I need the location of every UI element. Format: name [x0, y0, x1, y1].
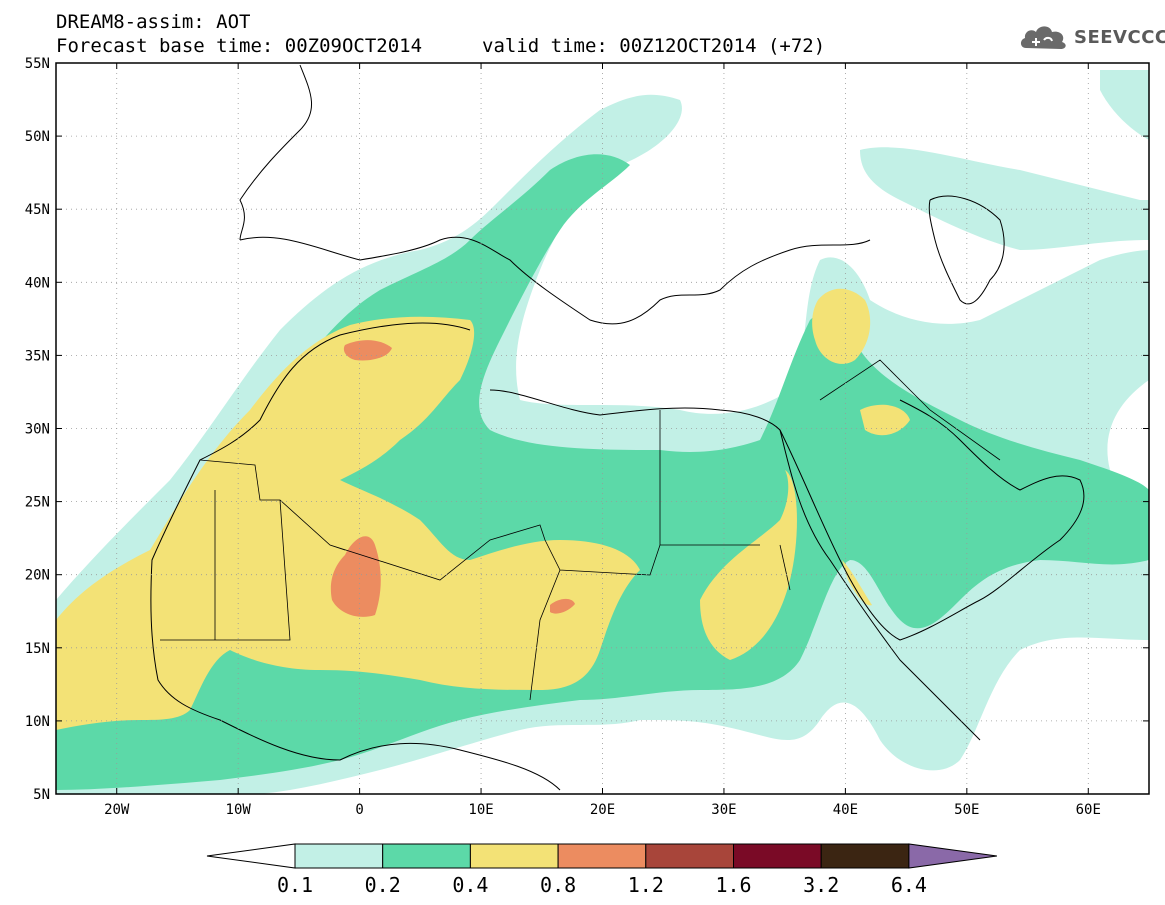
lat-tick-label: 55N — [25, 56, 50, 72]
valid-time: valid time: 00Z12OCT2014 (+72) — [482, 35, 826, 57]
aot-band-0-8-algeria — [343, 340, 392, 361]
lon-tick-label: 20W — [104, 802, 130, 818]
lon-tick-label: 0 — [355, 802, 363, 818]
lon-tick-label: 40E — [833, 802, 858, 818]
aot-band-0-8-chad — [550, 598, 575, 614]
aot-band-0-4-east — [700, 470, 797, 660]
colorbar-over-arrow — [908, 843, 997, 869]
colorbar-segment — [820, 843, 910, 869]
lat-tick-label: 45N — [25, 202, 50, 218]
aot-band-0-4 — [56, 316, 640, 730]
colorbar-labels: 0.1 0.2 0.4 0.8 1.2 1.6 3.2 6.4 — [277, 873, 927, 897]
lon-tick-label: 10W — [226, 802, 252, 818]
lat-tick-label: 15N — [25, 641, 50, 657]
lat-tick-label: 25N — [25, 495, 50, 511]
colorbar-label: 1.6 — [715, 873, 751, 897]
lat-tick-label: 5N — [33, 787, 50, 803]
lon-tick-label: 50E — [954, 802, 979, 818]
arabia-coastline — [779, 399, 1085, 641]
colorbar-segment — [645, 843, 734, 869]
colorbar-segment — [557, 843, 647, 869]
lon-labels: 20W 10W 0 10E 20E 30E 40E 50E 60E — [104, 802, 1101, 818]
colorbar-segment — [294, 843, 384, 869]
lat-tick-label: 40N — [25, 275, 50, 291]
aot-band-0-4-arabia — [860, 404, 910, 436]
logo-text: SEEVCCC — [1074, 26, 1165, 48]
aot-band-0-4-redsea — [842, 560, 872, 606]
colorbar-label: 0.2 — [365, 873, 401, 897]
forecast-base-time: Forecast base time: 00Z09OCT2014 — [56, 35, 423, 57]
lat-tick-label: 10N — [25, 714, 50, 730]
lon-tick-label: 30E — [711, 802, 736, 818]
colorbar-under-arrow — [206, 843, 296, 869]
aot-band-0-4-iraq — [812, 288, 871, 364]
lat-tick-label: 50N — [25, 129, 50, 145]
colorbar-label: 3.2 — [803, 873, 839, 897]
colorbar-label: 0.4 — [452, 873, 488, 897]
lat-labels: 5N 10N 15N 20N 25N 30N 35N 40N 45N 50N 55N — [25, 56, 50, 803]
lat-tick-label: 35N — [25, 348, 50, 364]
aot-band-0-1-north — [860, 147, 1149, 250]
colorbar-label: 0.1 — [277, 873, 313, 897]
aot-band-0-1-east — [1100, 70, 1149, 140]
aot-band-0-8-sahara — [330, 536, 381, 617]
lat-tick-label: 20N — [25, 568, 50, 584]
grid-lines — [56, 63, 1149, 794]
lon-tick-label: 10E — [468, 802, 493, 818]
colorbar — [206, 843, 997, 869]
map-title: DREAM8-assim: AOT — [56, 11, 251, 33]
country-borders — [160, 359, 1001, 701]
europe-coastline — [239, 64, 871, 325]
colorbar-segment — [733, 843, 822, 869]
colorbar-label: 0.8 — [540, 873, 576, 897]
axis-ticks — [56, 62, 1149, 795]
colorbar-segment — [469, 843, 559, 869]
colorbar-label: 6.4 — [891, 873, 927, 897]
cloud-icon — [1020, 26, 1066, 49]
lat-tick-label: 30N — [25, 422, 50, 438]
colorbar-label: 1.2 — [628, 873, 664, 897]
africa-coastline — [150, 322, 981, 791]
coastlines — [150, 64, 1085, 791]
seevccc-logo: SEEVCCC — [1018, 22, 1165, 52]
lon-tick-label: 60E — [1076, 802, 1101, 818]
lon-tick-label: 20E — [590, 802, 615, 818]
colorbar-segment — [382, 843, 471, 869]
